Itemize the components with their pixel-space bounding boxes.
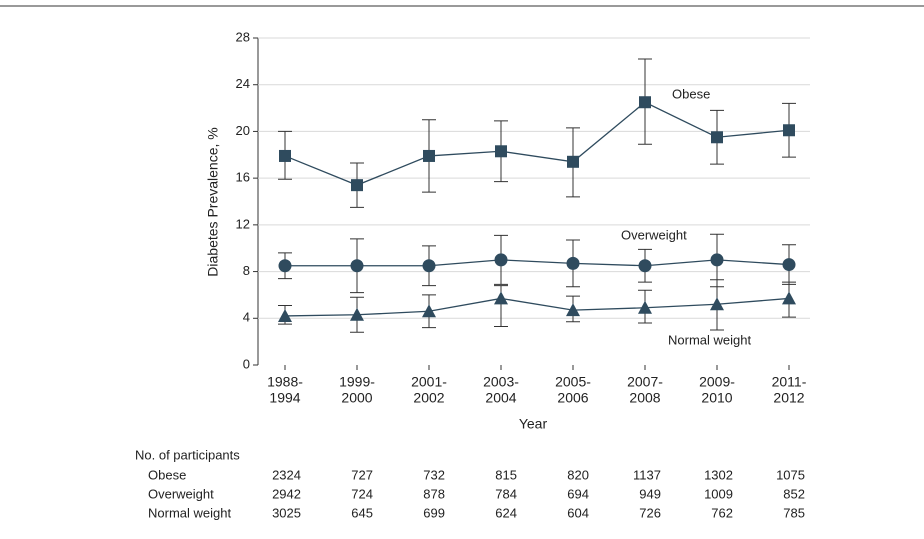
marker bbox=[566, 256, 580, 270]
table-cell: 604 bbox=[567, 505, 589, 520]
marker bbox=[351, 179, 363, 192]
x-tick-label: 2002 bbox=[413, 390, 444, 406]
table-cell: 694 bbox=[567, 486, 589, 501]
table-cell: 624 bbox=[495, 505, 517, 520]
marker bbox=[495, 145, 507, 158]
table-cell: 949 bbox=[639, 486, 661, 501]
y-tick-label: 0 bbox=[243, 356, 250, 371]
marker bbox=[423, 149, 435, 162]
table-cell: 1075 bbox=[776, 467, 805, 482]
x-tick-label: 1994 bbox=[269, 390, 300, 406]
marker bbox=[567, 155, 579, 168]
table-cell: 726 bbox=[639, 505, 661, 520]
table-cell: 2324 bbox=[272, 467, 301, 482]
table-cell: 815 bbox=[495, 467, 517, 482]
marker bbox=[422, 304, 436, 318]
table-cell: 732 bbox=[423, 467, 445, 482]
series-line bbox=[284, 297, 790, 317]
y-tick-label: 12 bbox=[236, 216, 250, 231]
x-tick-label: 2008 bbox=[629, 390, 660, 406]
table-title: No. of participants bbox=[135, 447, 240, 462]
y-tick-label: 8 bbox=[243, 263, 250, 278]
x-tick-label: 2006 bbox=[557, 390, 588, 406]
marker bbox=[783, 124, 795, 137]
x-tick-label: 2010 bbox=[701, 390, 732, 406]
table-cell: 1302 bbox=[704, 467, 733, 482]
marker bbox=[710, 297, 724, 311]
series-line bbox=[284, 101, 790, 186]
marker bbox=[350, 307, 364, 321]
marker bbox=[638, 259, 652, 273]
table-cell: 878 bbox=[423, 486, 445, 501]
x-tick-label: 2007- bbox=[627, 374, 663, 390]
table-cell: 785 bbox=[783, 505, 805, 520]
x-tick-label: 2012 bbox=[773, 390, 804, 406]
table-row-label: Overweight bbox=[148, 486, 214, 501]
marker bbox=[638, 300, 652, 314]
table-cell: 724 bbox=[351, 486, 373, 501]
marker bbox=[639, 96, 651, 109]
x-tick-label: 2003- bbox=[483, 374, 519, 390]
marker bbox=[782, 291, 796, 305]
table-cell: 1137 bbox=[633, 467, 661, 482]
y-tick-label: 16 bbox=[236, 170, 250, 185]
y-tick-label: 20 bbox=[236, 123, 250, 138]
x-tick-label: 2005- bbox=[555, 374, 591, 390]
marker bbox=[279, 149, 291, 162]
y-axis-title: Diabetes Prevalence, % bbox=[205, 127, 221, 276]
table-row-label: Obese bbox=[148, 467, 186, 482]
x-tick-label: 2009- bbox=[699, 374, 735, 390]
marker bbox=[494, 253, 508, 267]
table-cell: 762 bbox=[711, 505, 733, 520]
table-cell: 784 bbox=[495, 486, 517, 501]
marker bbox=[494, 291, 508, 305]
y-tick-label: 4 bbox=[243, 310, 250, 325]
marker bbox=[711, 131, 723, 144]
x-tick-label: 1988- bbox=[267, 374, 303, 390]
table-cell: 2942 bbox=[272, 486, 301, 501]
series-label: Overweight bbox=[621, 227, 687, 242]
marker bbox=[278, 308, 292, 322]
x-axis-title: Year bbox=[519, 416, 548, 432]
table-cell: 3025 bbox=[272, 505, 301, 520]
marker bbox=[566, 303, 580, 317]
table-cell: 645 bbox=[351, 505, 373, 520]
x-tick-label: 2004 bbox=[485, 390, 516, 406]
x-tick-label: 1999- bbox=[339, 374, 375, 390]
table-row-label: Normal weight bbox=[148, 505, 231, 520]
marker bbox=[710, 253, 724, 267]
series-label: Normal weight bbox=[668, 332, 751, 347]
table-cell: 852 bbox=[783, 486, 805, 501]
x-tick-label: 2001- bbox=[411, 374, 447, 390]
y-tick-label: 28 bbox=[236, 29, 250, 44]
table-cell: 1009 bbox=[704, 486, 733, 501]
marker bbox=[350, 259, 364, 273]
table-cell: 699 bbox=[423, 505, 445, 520]
x-tick-label: 2000 bbox=[341, 390, 372, 406]
marker bbox=[422, 259, 436, 273]
series-label: Obese bbox=[672, 86, 710, 101]
marker bbox=[782, 258, 796, 272]
y-tick-label: 24 bbox=[236, 76, 250, 91]
marker bbox=[278, 259, 292, 273]
series-line bbox=[285, 259, 790, 267]
x-tick-label: 2011- bbox=[772, 374, 807, 390]
table-cell: 727 bbox=[351, 467, 373, 482]
table-cell: 820 bbox=[567, 467, 589, 482]
